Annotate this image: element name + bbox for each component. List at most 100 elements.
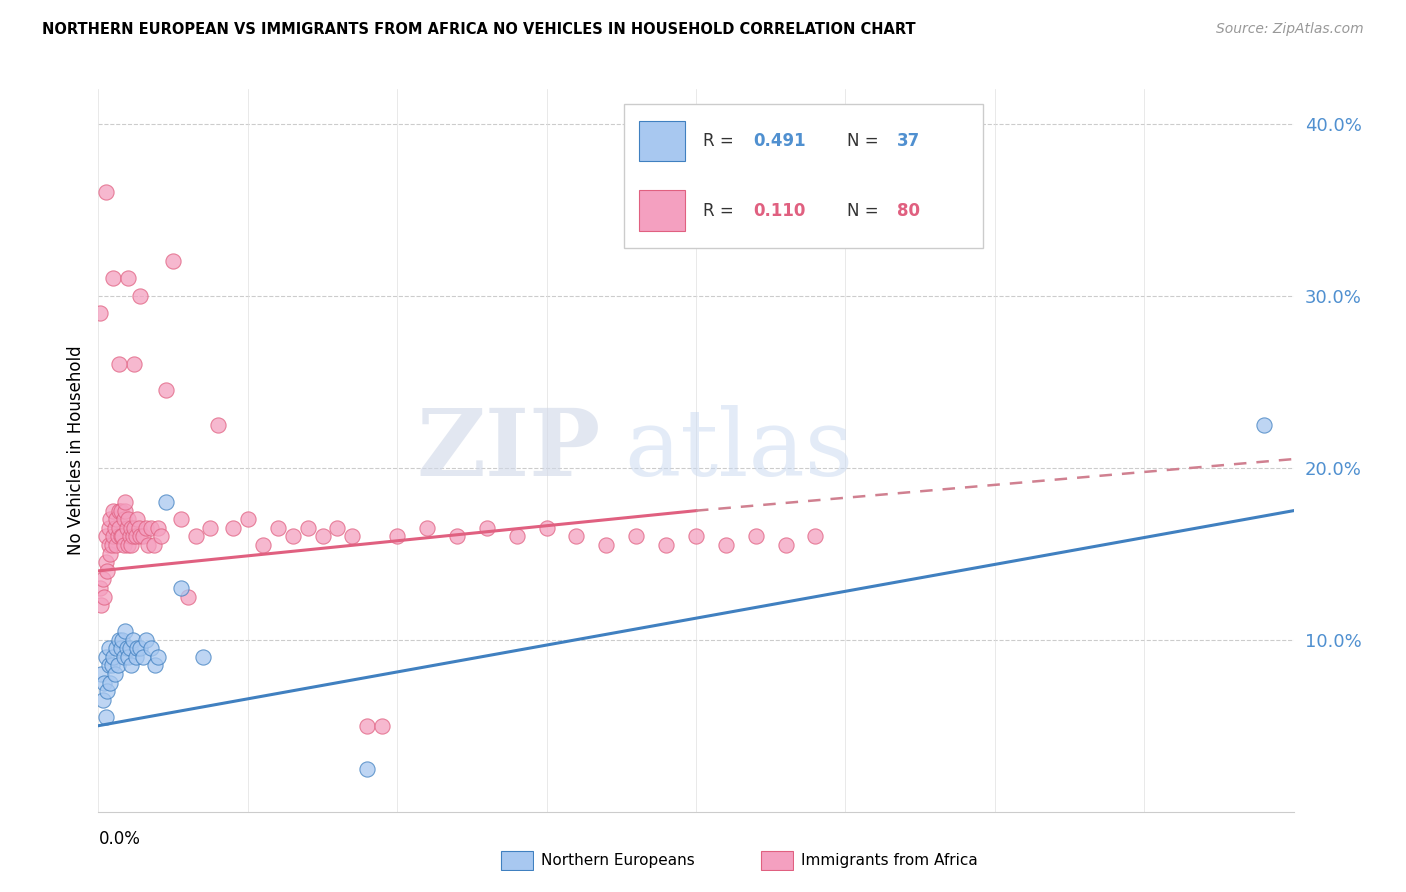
Point [120,538,142,552]
Point [297,521,319,535]
Point [89,581,111,595]
Point [110,641,132,656]
Point [127,512,149,526]
Point [94,186,117,200]
Point [169,512,191,526]
Point [103,271,125,285]
Text: Source: ZipAtlas.com: Source: ZipAtlas.com [1216,22,1364,37]
Point [93,590,115,604]
Point [200,521,222,535]
Point [105,512,128,526]
Point [356,719,378,733]
Point [91,573,114,587]
Point [112,512,135,526]
Point [150,529,173,543]
Point [135,521,157,535]
Point [94,555,117,569]
Point [804,529,827,543]
Point [97,658,120,673]
Point [162,254,184,268]
Point [105,641,128,656]
Point [103,529,125,543]
Point [143,658,166,673]
Text: 0.0%: 0.0% [98,830,141,847]
Point [655,538,678,552]
Point [118,641,141,656]
Point [110,503,132,517]
Point [536,521,558,535]
Point [125,529,148,543]
Point [135,632,157,647]
Point [94,649,117,664]
Point [121,529,143,543]
Point [112,538,135,552]
Point [97,641,120,656]
Point [775,538,797,552]
Point [90,599,112,613]
Point [148,521,170,535]
Point [267,521,290,535]
Point [98,512,122,526]
Point [446,529,468,543]
Point [93,675,115,690]
Point [108,358,131,372]
Point [98,675,122,690]
Point [90,667,112,681]
Point [177,590,200,604]
Point [685,529,707,543]
Point [565,529,588,543]
Point [115,641,138,656]
Point [127,641,149,656]
Point [129,529,152,543]
Point [117,538,139,552]
Point [115,521,138,535]
Point [104,667,127,681]
FancyBboxPatch shape [501,851,533,871]
Point [191,649,214,664]
Point [121,632,143,647]
Point [94,529,117,543]
Point [125,649,148,664]
Text: Immigrants from Africa: Immigrants from Africa [801,854,979,868]
Point [103,649,125,664]
Point [97,521,120,535]
Point [101,538,124,552]
Point [89,306,111,320]
Text: NORTHERN EUROPEAN VS IMMIGRANTS FROM AFRICA NO VEHICLES IN HOUSEHOLD CORRELATION: NORTHERN EUROPEAN VS IMMIGRANTS FROM AFR… [42,22,915,37]
Point [114,503,136,517]
Point [155,495,177,509]
Point [236,512,259,526]
Point [129,641,152,656]
Point [356,762,378,776]
Point [101,658,124,673]
Point [114,495,136,509]
Point [136,538,159,552]
Point [139,641,162,656]
Point [155,384,177,398]
Point [148,649,170,664]
Point [595,538,617,552]
Point [142,538,165,552]
Point [311,529,333,543]
Point [745,529,768,543]
Point [108,503,131,517]
Point [1253,417,1275,432]
Point [207,417,229,432]
Point [118,529,141,543]
Point [112,649,135,664]
Point [114,624,136,639]
Point [132,529,155,543]
Point [91,693,114,707]
Point [117,271,139,285]
Point [105,538,128,552]
Point [94,710,117,724]
Point [103,503,125,517]
Point [139,521,162,535]
Point [416,521,439,535]
Point [128,521,150,535]
Point [98,547,122,561]
Point [120,521,142,535]
Point [117,512,139,526]
Point [104,521,127,535]
Point [222,521,245,535]
